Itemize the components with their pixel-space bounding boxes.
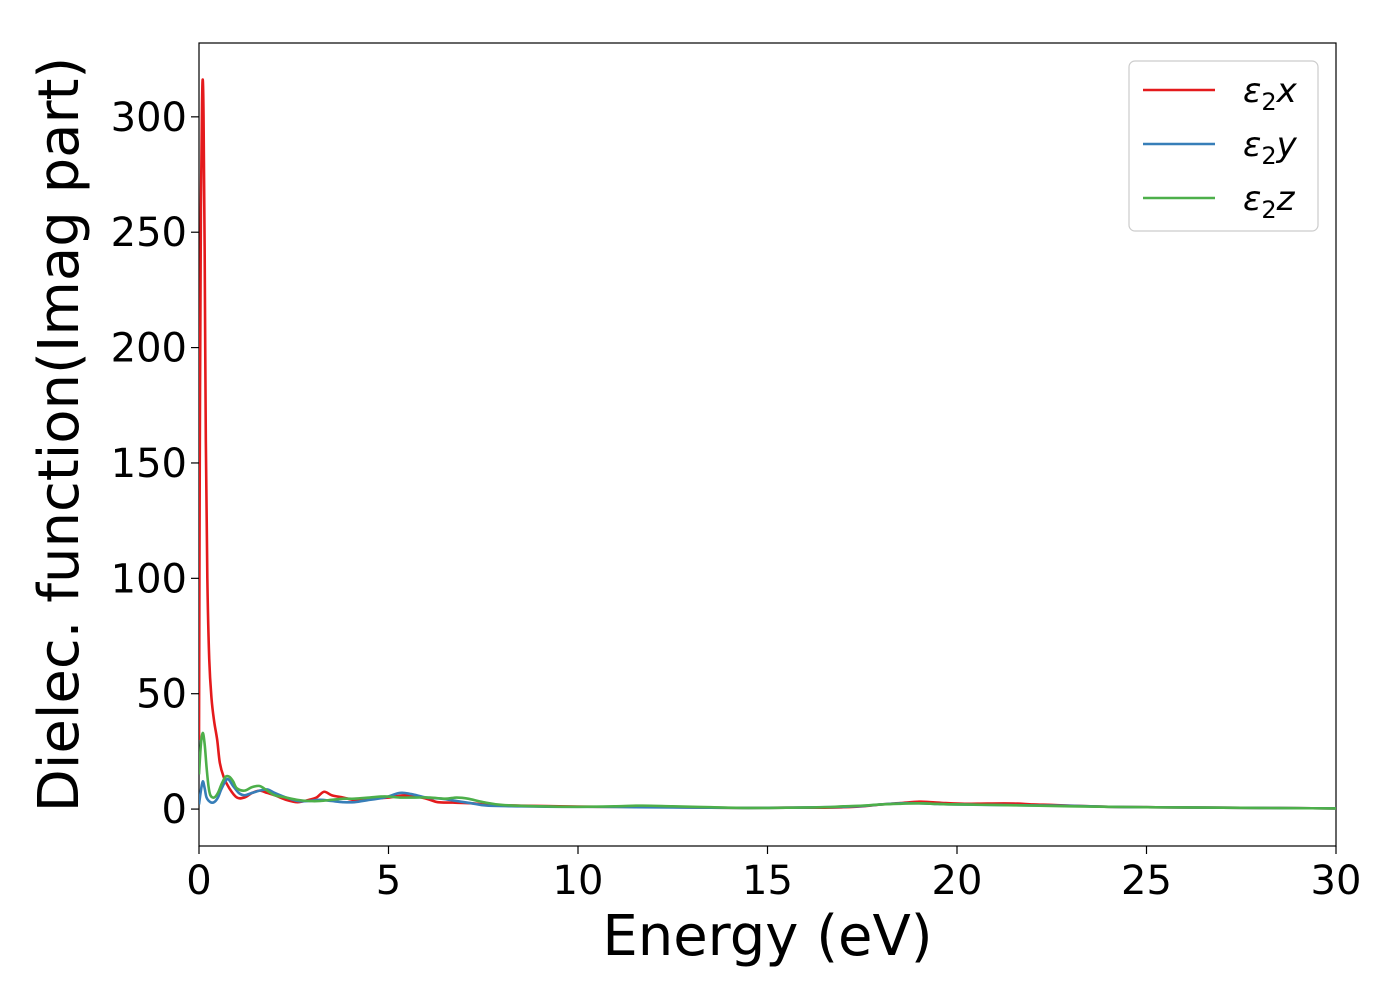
y-tick-label: 250: [111, 210, 187, 256]
x-tick-label: 0: [186, 858, 211, 904]
y-tick-label: 100: [111, 556, 187, 602]
y-tick-label: 300: [111, 95, 187, 141]
legend-label: ε2x: [1243, 71, 1298, 116]
x-tick-label: 10: [553, 858, 604, 904]
legend: ε2x ε2y ε2z: [1128, 60, 1319, 232]
legend-label: ε2y: [1243, 125, 1298, 170]
series-line-z: [199, 731, 1336, 810]
y-tick-label: 150: [111, 441, 187, 487]
x-axis: 0 5 10 15 20 25 30: [186, 846, 1361, 904]
x-tick-label: 20: [932, 858, 983, 904]
series-line-y: [199, 777, 1336, 810]
x-tick-label: 25: [1121, 858, 1172, 904]
y-axis-title: Dielec. function(Imag part): [27, 57, 92, 813]
x-tick-label: 5: [376, 858, 401, 904]
y-axis: 0 50 100 150 200 250 300: [111, 95, 199, 833]
x-tick-label: 15: [742, 858, 793, 904]
x-axis-title: Energy (eV): [602, 904, 932, 969]
x-tick-label: 30: [1311, 858, 1362, 904]
series-layer: [199, 78, 1336, 810]
legend-label: ε2z: [1243, 179, 1296, 224]
y-tick-label: 0: [162, 787, 187, 833]
legend-box: [1128, 60, 1319, 232]
y-tick-label: 200: [111, 326, 187, 372]
y-tick-label: 50: [136, 672, 187, 718]
